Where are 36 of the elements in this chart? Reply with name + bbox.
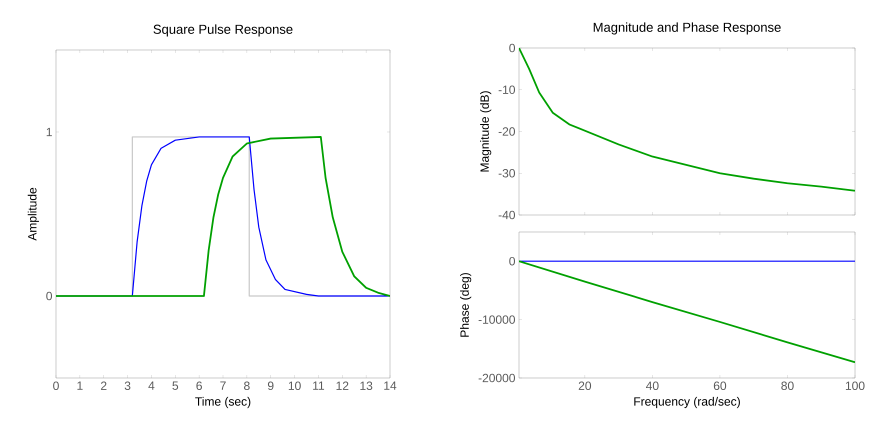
x-tick-label: 20	[578, 382, 592, 390]
x-tick-label: 5	[172, 382, 178, 390]
y-axis-title: Phase (deg)	[460, 273, 472, 337]
y-tick-label: -30	[498, 169, 516, 178]
x-tick-label: 9	[268, 382, 274, 390]
x-tick-label: 60	[714, 382, 726, 390]
y-axis-title: Magnitude (dB)	[480, 91, 492, 172]
y-tick-label: -20000	[478, 374, 515, 382]
x-tick-label: 8	[244, 382, 250, 390]
x-tick-label: 7	[220, 382, 226, 390]
y-tick-label: -20	[498, 127, 516, 136]
x-tick-label: 10	[288, 382, 301, 390]
chart-title: Magnitude and Phase Response	[594, 22, 781, 34]
x-tick-label: 80	[781, 382, 794, 390]
x-tick-label: 3	[124, 382, 130, 390]
x-tick-label: 4	[148, 382, 154, 390]
y-tick-label: -10000	[478, 315, 515, 324]
x-tick-label: 1	[77, 382, 83, 390]
y-tick-label: 0	[509, 44, 516, 52]
x-tick-label: 100	[846, 382, 865, 390]
x-tick-label: 0	[53, 382, 59, 390]
y-axis-title: Amplitude	[28, 188, 39, 241]
y-tick-label: 0	[509, 256, 516, 266]
x-tick-label: 13	[360, 382, 372, 390]
x-tick-label: 12	[336, 382, 348, 390]
x-tick-label: 2	[100, 382, 106, 390]
x-tick-label: 6	[196, 382, 202, 390]
y-tick-label: -40	[498, 210, 516, 220]
chart-title: Square Pulse Response	[154, 24, 292, 36]
x-tick-label: 40	[646, 382, 659, 390]
line-series	[519, 260, 856, 364]
x-axis-title: Time (sec)	[195, 396, 250, 408]
x-tick-label: 11	[313, 382, 324, 390]
x-axis-title: Frequency (rad/sec)	[634, 396, 740, 408]
x-tick-label: 14	[384, 382, 396, 390]
y-tick-label: -10	[498, 86, 516, 94]
